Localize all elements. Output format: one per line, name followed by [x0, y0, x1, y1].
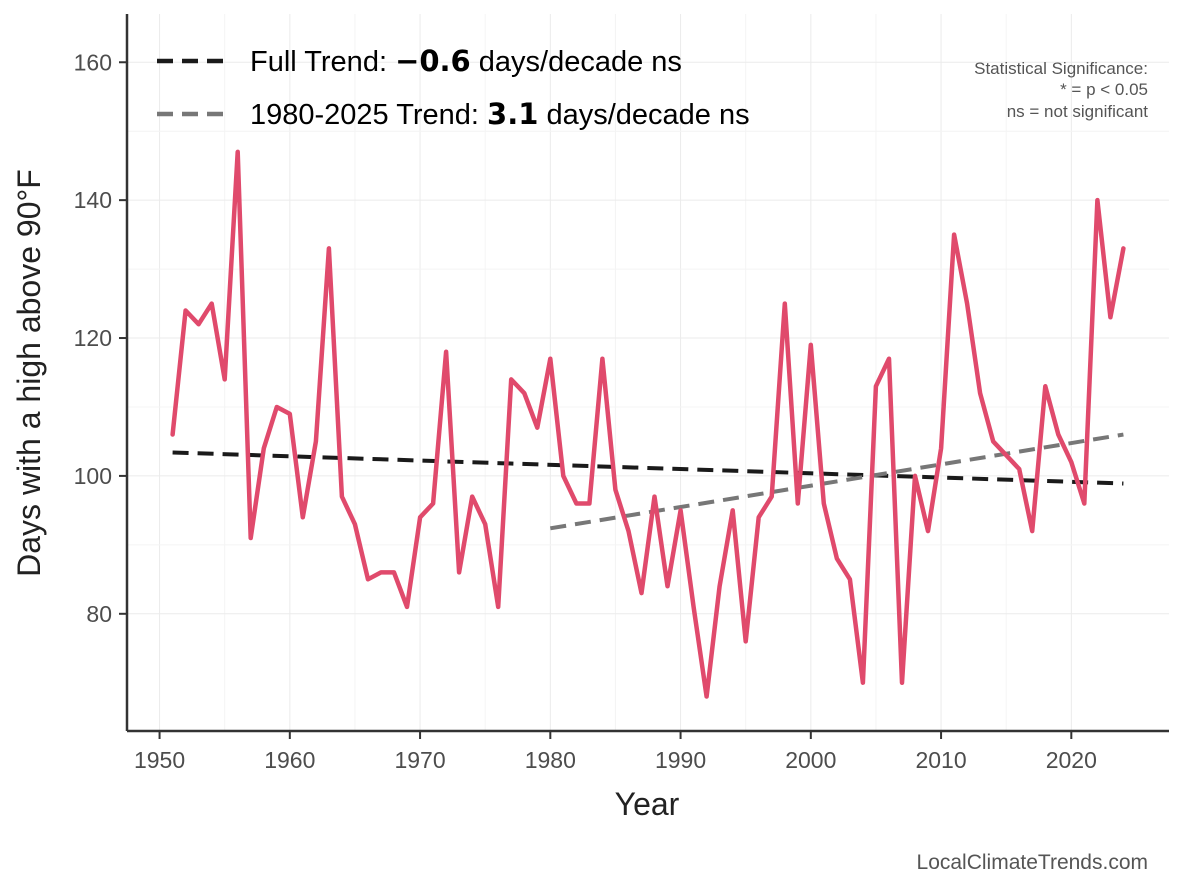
y-tick-label: 120: [74, 325, 112, 351]
significance-note: Statistical Significance: * = p < 0.05 n…: [974, 59, 1148, 121]
trend-line-1: [549, 432, 1124, 531]
legend-label-suffix: days/decade ns: [538, 99, 749, 131]
y-axis-ticks: 80 100 120 140 160: [74, 49, 127, 627]
series-line-0: [170, 149, 1126, 699]
legend-label-0: Full Trend: −0.6 days/decade ns: [250, 44, 682, 78]
significance-note-ns: ns = not significant: [1007, 102, 1149, 121]
y-tick-label: 80: [86, 601, 112, 627]
legend-label-1: 1980-2025 Trend: 3.1 days/decade ns: [250, 97, 750, 131]
legend-label-prefix: 1980-2025 Trend:: [250, 99, 487, 131]
trend-lines: [172, 432, 1124, 531]
x-tick-label: 2020: [1046, 747, 1097, 773]
x-tick-label: 1980: [525, 747, 576, 773]
axes: [125, 14, 1169, 733]
legend-label-prefix: Full Trend:: [250, 46, 395, 78]
legend-label-value: 3.1: [487, 97, 538, 131]
significance-note-title: Statistical Significance:: [974, 59, 1148, 78]
x-tick-label: 1970: [394, 747, 445, 773]
trend-line-0: [172, 450, 1124, 486]
significance-note-p-threshold: * = p < 0.05: [1060, 80, 1148, 99]
x-axis-title: Year: [615, 786, 680, 822]
x-tick-label: 2010: [915, 747, 966, 773]
y-tick-label: 100: [74, 463, 112, 489]
y-tick-label: 140: [74, 187, 112, 213]
x-tick-label: 1960: [264, 747, 315, 773]
legend: Full Trend: −0.6 days/decade ns1980-2025…: [157, 44, 750, 131]
series-lines: [170, 149, 1126, 699]
x-tick-label: 1990: [655, 747, 706, 773]
x-tick-label: 1950: [134, 747, 185, 773]
legend-label-value: −0.6: [395, 44, 471, 78]
legend-label-suffix: days/decade ns: [471, 46, 682, 78]
y-axis-title: Days with a high above 90°F: [11, 169, 47, 577]
y-tick-label: 160: [74, 49, 112, 75]
x-tick-label: 2000: [785, 747, 836, 773]
grid: [127, 14, 1169, 731]
x-axis-ticks: 1950 1960 1970 1980 1990 2000 2010 2020: [134, 731, 1097, 773]
credit-text: LocalClimateTrends.com: [917, 851, 1148, 874]
